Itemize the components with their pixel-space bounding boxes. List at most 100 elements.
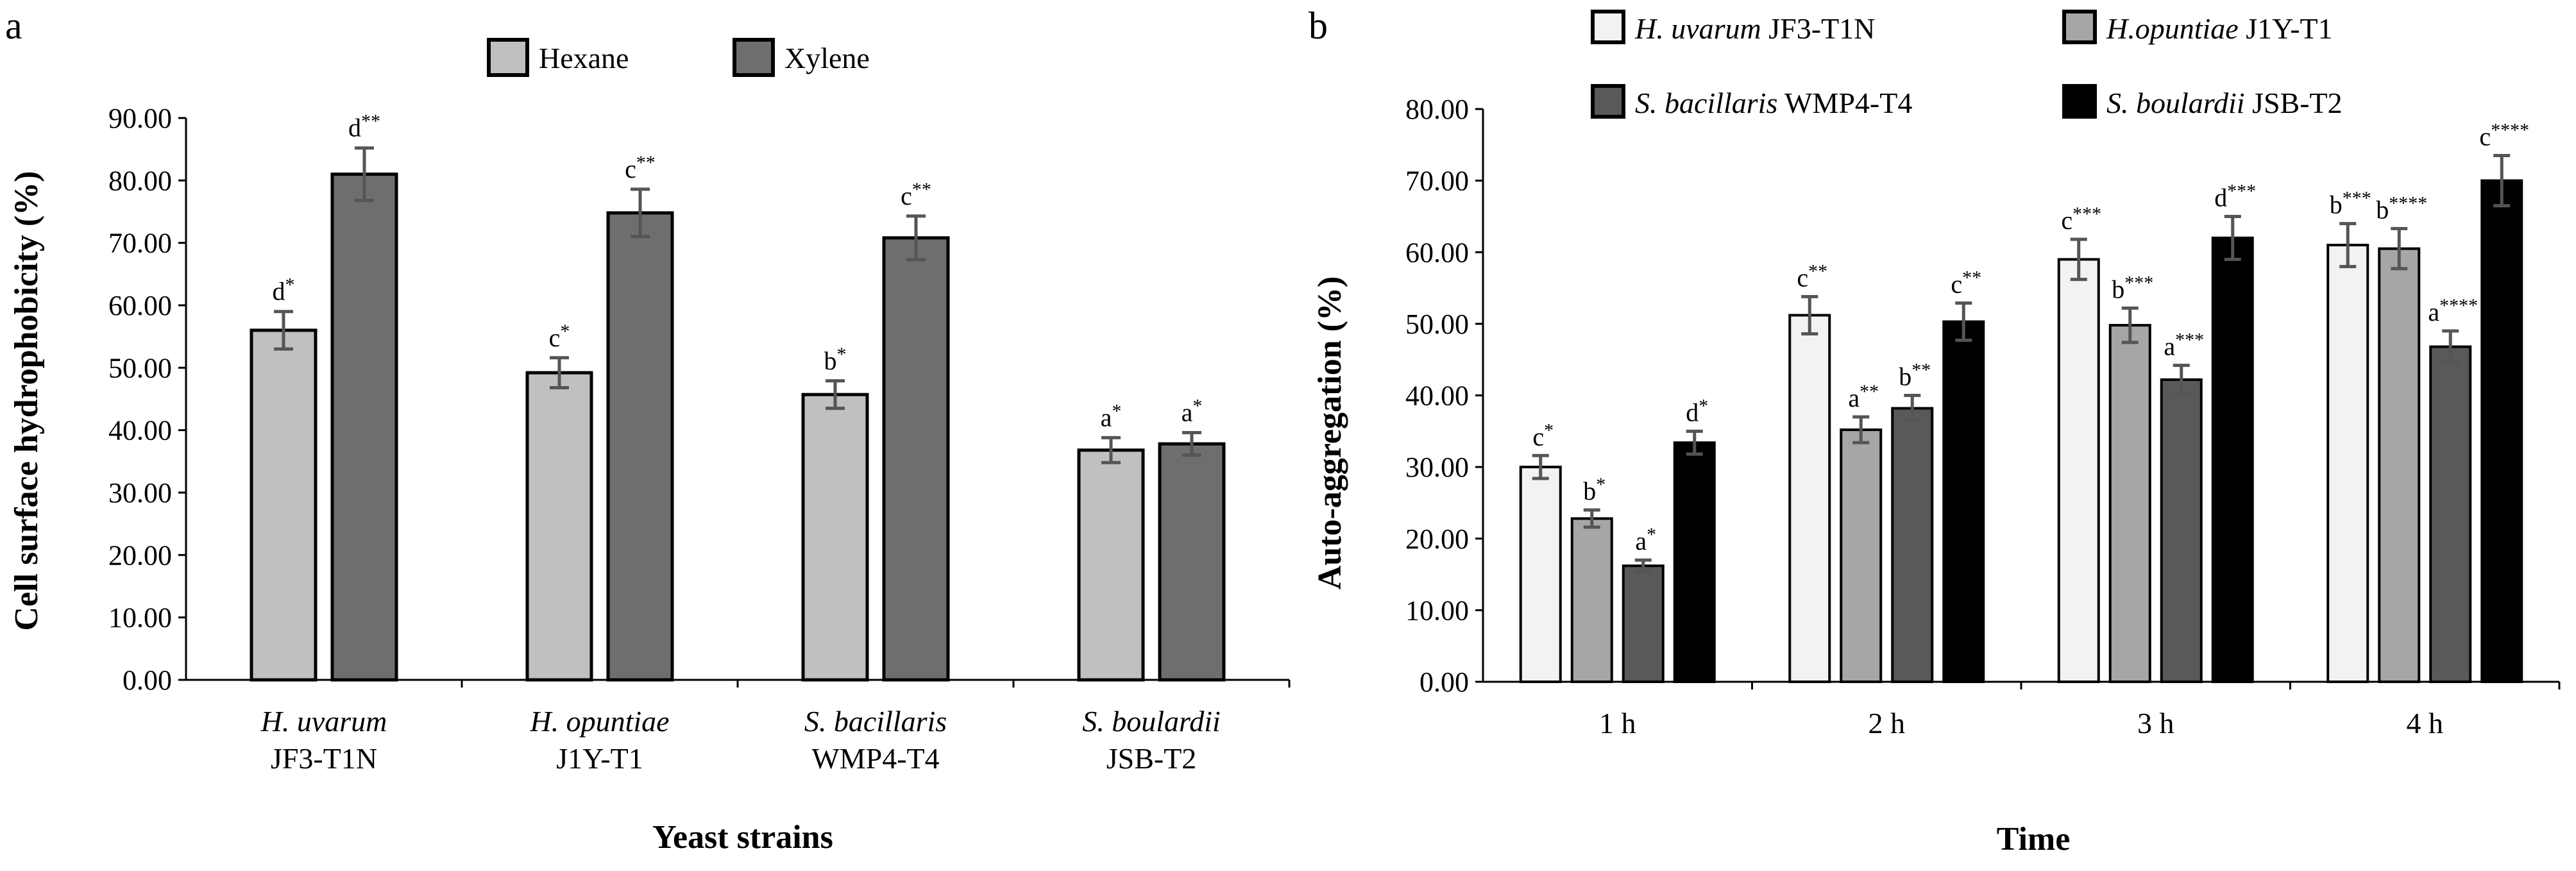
legend-swatch [487, 38, 529, 77]
significance-label: b**** [2376, 192, 2427, 224]
x-tick-label-species: S. boulardii [1082, 705, 1221, 738]
panel-a-y-axis-title: Cell surface hydrophobicity (%) [8, 171, 45, 631]
bar [882, 236, 950, 682]
bar [2211, 236, 2254, 683]
panel-a-legend: Hexane Xylene [487, 38, 870, 77]
significance-label: d*** [2214, 180, 2256, 212]
bar [330, 173, 398, 682]
panel-b-bars: c* b* a* d* c** a** b** c** c*** b*** a*** d*** b***… [1519, 120, 2529, 684]
legend-label: S. bacillaris WMP4-T4 [1635, 87, 1912, 119]
significance-label: c** [1797, 260, 1827, 292]
legend-swatch [1591, 84, 1625, 119]
bar [1891, 407, 1934, 684]
bar [1622, 564, 1665, 683]
legend-swatch [2062, 84, 2097, 119]
significance-label: b*** [2112, 272, 2153, 303]
bar [1788, 314, 1831, 684]
legend-swatch [733, 38, 775, 77]
legend-label: Hexane [539, 42, 629, 74]
significance-label: a* [1182, 396, 1203, 427]
y-tick-label: 20.00 [1405, 523, 1469, 555]
y-tick-label: 80.00 [108, 165, 172, 196]
bar [2429, 345, 2472, 683]
panel-a-x-axis: H. uvarum JF3-T1N H. opuntiae J1Y-T1 S. baci… [260, 680, 1291, 775]
bar [2108, 324, 2151, 684]
significance-label: a**** [2428, 295, 2478, 326]
legend-swatch [1591, 10, 1625, 44]
panel-b-legend: H. uvarum JF3-T1N H.opuntiae J1Y-T1 S. bac… [1591, 10, 2343, 119]
bar [2480, 179, 2523, 683]
significance-label: c* [549, 321, 570, 352]
panel-b-y-axis-title: Auto-aggregation (%) [1312, 276, 1348, 590]
x-tick-label: 3 h [2137, 707, 2174, 740]
bar [1942, 320, 1985, 683]
significance-label: b*** [2330, 188, 2371, 219]
y-tick-label: 10.00 [108, 602, 172, 634]
panel-a-label: a [5, 4, 22, 47]
significance-label: d* [273, 275, 295, 306]
y-tick-label: 40.00 [1405, 380, 1469, 412]
significance-label: a** [1848, 381, 1879, 412]
y-tick-label: 60.00 [108, 290, 172, 321]
y-tick-label: 70.00 [1405, 165, 1469, 197]
legend-label: S. boulardii JSB-T2 [2106, 87, 2343, 119]
x-tick-label-species: S. bacillaris [804, 705, 947, 738]
legend-swatch [2062, 10, 2097, 44]
significance-label: c**** [2479, 120, 2529, 151]
significance-label: d* [1686, 395, 1708, 427]
significance-label: b* [824, 344, 847, 375]
bar [2378, 247, 2421, 683]
legend-label: Xylene [784, 42, 870, 74]
x-tick-label-strain: JSB-T2 [1106, 742, 1197, 775]
y-tick-label: 10.00 [1405, 595, 1469, 626]
y-tick-label: 20.00 [108, 539, 172, 571]
significance-label: a* [1635, 524, 1656, 555]
significance-label: c* [1532, 419, 1554, 451]
legend-label: H. uvarum JF3-T1N [1634, 12, 1875, 45]
y-tick-label: 40.00 [108, 415, 172, 446]
panel-b-x-axis: 1 h 2 h 3 h 4 h [1599, 682, 2561, 740]
panel-b-label: b [1309, 4, 1328, 47]
x-tick-label-strain: J1Y-T1 [556, 742, 643, 775]
bar [1077, 448, 1145, 682]
panel-a-y-axis: 0.00 10.00 20.00 30.00 40.00 50.00 60.00 70.00 8… [108, 103, 1289, 696]
significance-label: c** [1951, 267, 1981, 299]
bar [1158, 442, 1226, 682]
bar [801, 393, 869, 682]
y-tick-label: 30.00 [1405, 452, 1469, 483]
x-tick-label: 2 h [1868, 707, 1906, 740]
x-tick-label-species: H. uvarum [260, 705, 387, 738]
y-tick-label: 90.00 [108, 103, 172, 134]
y-tick-label: 0.00 [123, 664, 172, 696]
bar [606, 211, 674, 682]
y-tick-label: 60.00 [1405, 237, 1469, 268]
y-tick-label: 80.00 [1405, 94, 1469, 125]
panel-a-bars: d* d** c* c** b* c** a* a* [250, 111, 1226, 682]
bar [1570, 517, 1613, 683]
bar [1519, 466, 1562, 683]
x-tick-label: 1 h [1599, 707, 1636, 740]
bar [1673, 441, 1716, 683]
bar [2326, 244, 2369, 683]
significance-label: a*** [2164, 330, 2204, 361]
panel-a-chart: a 0.00 10.00 20.00 30.00 40.00 50.00 60.00 70.0… [5, 4, 1291, 856]
significance-label: b** [1899, 360, 1931, 391]
y-tick-label: 0.00 [1419, 666, 1469, 698]
x-tick-label: 4 h [2407, 707, 2444, 740]
y-tick-label: 30.00 [108, 477, 172, 509]
bar [525, 371, 593, 682]
x-tick-label-species: H. opuntiae [529, 705, 669, 738]
significance-label: c** [625, 152, 656, 183]
bar [2057, 258, 2100, 684]
significance-label: c*** [2061, 203, 2101, 235]
x-tick-label-strain: WMP4-T4 [811, 742, 939, 775]
y-tick-label: 70.00 [108, 228, 172, 259]
x-tick-label-strain: JF3-T1N [271, 742, 377, 775]
panel-b-chart: b 0.00 10.00 20.00 30.00 40.00 50.00 60.00 70.0… [1309, 4, 2561, 858]
significance-label: b* [1583, 474, 1606, 505]
significance-label: a* [1101, 400, 1122, 432]
bar [1840, 428, 1883, 684]
bar [2160, 378, 2203, 683]
bar [250, 328, 318, 682]
y-tick-label: 50.00 [108, 352, 172, 384]
